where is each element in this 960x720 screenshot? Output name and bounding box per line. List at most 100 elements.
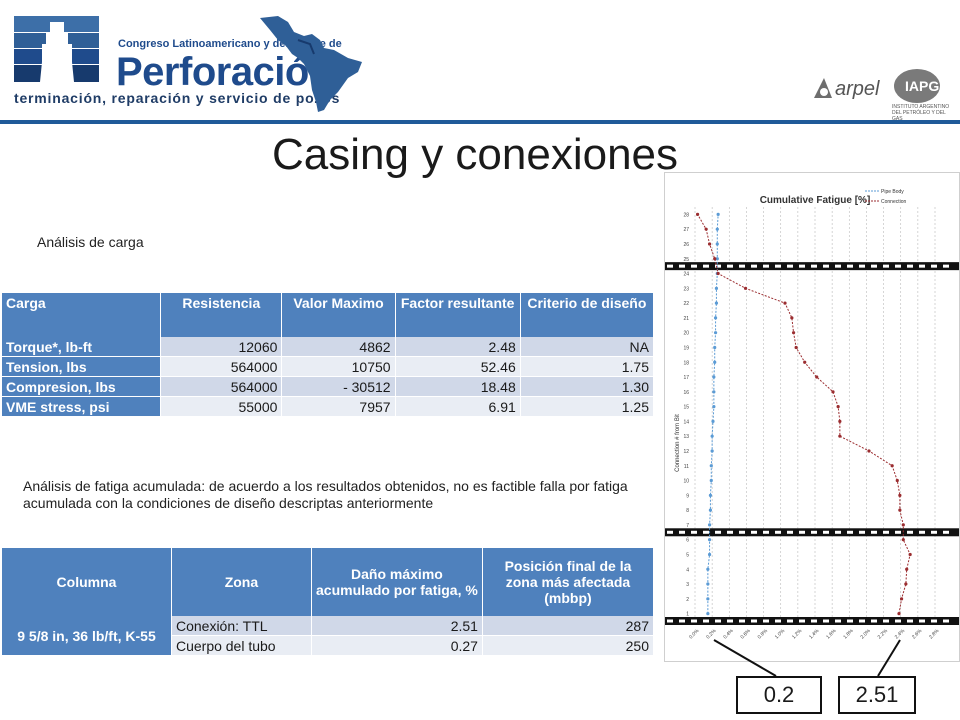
- data-point-pipe-body: [715, 242, 719, 246]
- americas-map-icon: [260, 16, 362, 112]
- y-tick-label: 28: [683, 212, 689, 218]
- table-row: Compresion, lbs 564000 - 30512 18.48 1.3…: [2, 376, 655, 397]
- load-analysis-table: Carga Resistencia Valor Maximo Factor re…: [2, 293, 655, 417]
- row-label: Tension, lbs: [2, 356, 162, 377]
- col-header-carga: Carga: [2, 293, 162, 337]
- data-point-pipe-body: [708, 493, 713, 497]
- y-tick-label: 22: [683, 301, 689, 307]
- chart-separator-dash: [691, 530, 697, 534]
- data-point-pipe-body: [706, 567, 710, 571]
- data-point-connection: [901, 523, 905, 527]
- cell-valor-maximo: - 30512: [281, 376, 396, 397]
- chart-separator-dash: [811, 530, 817, 534]
- y-tick-label: 4: [686, 567, 689, 573]
- y-tick-label: 12: [683, 449, 689, 455]
- data-point-connection: [895, 478, 899, 483]
- data-point-connection: [867, 449, 871, 453]
- data-point-pipe-body: [706, 612, 710, 616]
- chart-separator-dash: [787, 619, 793, 623]
- data-point-connection: [904, 582, 908, 586]
- fatigue-table: Columna Zona Daño máximo acumulado por f…: [2, 548, 655, 656]
- chart-separator-dash: [775, 619, 781, 623]
- cell-resistencia: 55000: [160, 396, 283, 417]
- data-point-pipe-body: [713, 360, 717, 364]
- data-point-pipe-body: [714, 286, 719, 290]
- data-point-pipe-body: [709, 478, 713, 483]
- data-point-connection: [908, 552, 912, 557]
- y-tick-label: 26: [683, 242, 689, 248]
- brand-tagline: terminación, reparación y servicio de po…: [14, 90, 341, 106]
- cell-posicion: 287: [482, 616, 655, 636]
- chart-ylabel: Connection # from Bit: [675, 414, 681, 472]
- chart-separator-dash: [775, 530, 781, 534]
- chart-separator-dash: [835, 530, 841, 534]
- y-tick-label: 23: [683, 286, 689, 292]
- iapg-logo-text: IAPG: [905, 78, 940, 94]
- y-tick-label: 19: [683, 345, 689, 351]
- data-point-connection: [815, 375, 819, 379]
- data-point-connection: [836, 405, 840, 409]
- data-point-pipe-body: [712, 375, 716, 379]
- y-tick-label: 18: [683, 360, 689, 366]
- data-point-connection: [898, 493, 902, 497]
- chart-separator-dash: [739, 619, 745, 623]
- chart-separator-dash: [667, 530, 673, 534]
- cell-criterio: NA: [520, 337, 655, 357]
- chart-separator-dash: [727, 619, 733, 623]
- chart-separator-dash: [931, 530, 937, 534]
- col-header-zona: Zona: [171, 548, 312, 616]
- chart-separator-dash: [667, 619, 673, 623]
- data-point-pipe-body: [712, 390, 716, 394]
- chart-separator-dash: [823, 264, 829, 268]
- cell-resistencia: 564000: [160, 356, 283, 377]
- col-header-resistencia: Resistencia: [160, 293, 283, 337]
- chart-separator-dash: [919, 530, 925, 534]
- y-tick-label: 9: [686, 493, 689, 499]
- cell-criterio: 1.30: [520, 376, 655, 397]
- data-point-connection: [794, 345, 798, 350]
- header-divider: [0, 120, 960, 124]
- cell-posicion: 250: [482, 635, 655, 656]
- chart-separator-dash: [895, 264, 901, 268]
- y-tick-label: 20: [683, 331, 689, 337]
- data-point-pipe-body: [710, 434, 714, 438]
- data-point-connection: [743, 286, 748, 290]
- callout-pipe-body-value: 0.2: [736, 676, 822, 714]
- y-tick-label: 14: [683, 419, 689, 425]
- chart-separator-dash: [763, 619, 769, 623]
- data-point-connection: [803, 360, 807, 364]
- chart-separator-dash: [799, 264, 805, 268]
- data-point-pipe-body: [713, 316, 718, 320]
- data-point-pipe-body: [712, 405, 716, 409]
- data-point-connection: [890, 464, 894, 468]
- data-point-pipe-body: [709, 464, 713, 468]
- cell-valor-maximo: 7957: [281, 396, 396, 417]
- chart-separator-dash: [703, 264, 709, 268]
- chart-separator-dash: [751, 264, 757, 268]
- data-point-connection: [897, 612, 901, 616]
- chart-separator-dash: [871, 530, 877, 534]
- y-tick-label: 6: [686, 538, 689, 544]
- chart-separator-dash: [931, 619, 937, 623]
- arpel-logo-icon: [814, 78, 832, 98]
- cell-factor: 52.46: [395, 356, 521, 377]
- cell-criterio: 1.25: [520, 396, 655, 417]
- cell-resistencia: 564000: [160, 376, 283, 397]
- y-tick-label: 15: [683, 405, 689, 411]
- chart-separator-dash: [691, 619, 697, 623]
- cell-resistencia: 12060: [160, 337, 283, 357]
- chart-separator-dash: [895, 619, 901, 623]
- load-analysis-caption: Análisis de carga: [37, 234, 144, 250]
- chart-separator-dash: [823, 619, 829, 623]
- chart-separator-dash: [943, 530, 949, 534]
- header: Congreso Latinoamericano y del Caribe de…: [0, 0, 960, 122]
- data-point-pipe-body: [716, 212, 720, 216]
- legend-connection: Connection: [881, 199, 907, 205]
- chart-separator-dash: [811, 619, 817, 623]
- y-tick-label: 16: [683, 390, 689, 396]
- chart-separator-dash: [847, 530, 853, 534]
- callout-pointers: [713, 639, 901, 677]
- data-point-connection: [783, 301, 787, 305]
- cell-criterio: 1.75: [520, 356, 655, 377]
- data-point-connection: [838, 419, 842, 423]
